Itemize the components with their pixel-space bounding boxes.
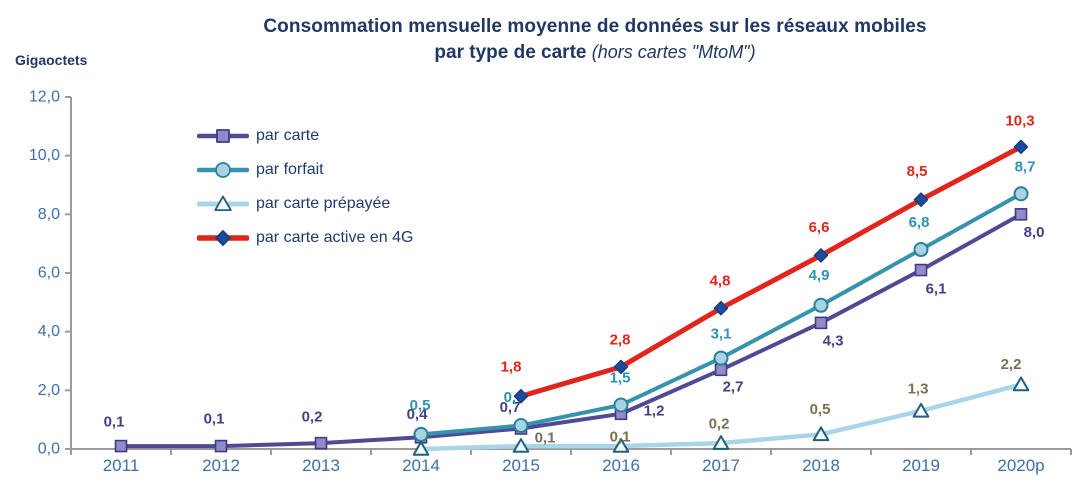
data-label: 1,2	[644, 402, 665, 419]
marker-square-icon	[214, 439, 228, 453]
data-label: 1,5	[610, 370, 631, 387]
data-label: 1,3	[908, 380, 929, 397]
legend-item-par-carte-active-en-4g: par carte active en 4G	[197, 221, 413, 255]
marker-triangle-icon	[712, 435, 730, 450]
legend-item-par-forfait: par forfait	[197, 153, 413, 187]
legend-label: par carte	[256, 127, 320, 144]
y-axis-unit-label: Gigaoctets	[15, 52, 88, 68]
marker-circle-icon	[413, 426, 429, 442]
legend-sample-diamond-icon	[197, 230, 249, 246]
data-label: 10,3	[1005, 112, 1034, 129]
marker-diamond-icon	[1013, 139, 1029, 155]
marker-circle-icon	[513, 418, 529, 434]
marker-square-icon	[814, 316, 828, 330]
data-label: 6,1	[926, 281, 947, 298]
title-block: Consommation mensuelle moyenne de donnée…	[110, 14, 1080, 65]
y-tick-label: 12,0	[29, 89, 60, 106]
marker-circle-icon	[1013, 186, 1029, 202]
y-tick-label: 8,0	[38, 206, 60, 223]
legend-sample-triangle-icon	[197, 195, 249, 212]
marker-diamond-icon	[613, 359, 629, 375]
data-label: 8,0	[1024, 224, 1045, 241]
x-tick-label: 2011	[103, 456, 140, 475]
x-tick-label: 2017	[702, 456, 740, 475]
data-label: 2,2	[1001, 356, 1022, 373]
marker-circle-icon	[613, 397, 629, 413]
y-tick-label: 0,0	[38, 441, 60, 458]
marker-triangle-icon	[412, 441, 430, 456]
data-label: 6,8	[909, 214, 930, 231]
data-label: 8,5	[907, 163, 928, 180]
marker-circle-icon	[713, 350, 729, 366]
marker-diamond-icon	[813, 248, 829, 263]
marker-triangle-icon	[912, 402, 930, 418]
data-label: 4,3	[823, 332, 844, 349]
data-label: 0,1	[204, 411, 225, 428]
marker-diamond-icon	[513, 388, 529, 404]
chart-subtitle-main: par type de carte	[434, 41, 587, 63]
legend-label: par carte prépayée	[256, 195, 391, 212]
x-tick-label: 2014	[402, 456, 440, 475]
marker-square-icon	[1014, 208, 1028, 221]
y-tick-label: 2,0	[38, 382, 60, 399]
x-tick-label: 2012	[202, 456, 240, 475]
chart-subtitle: par type de carte (hors cartes "MtoM")	[110, 40, 1080, 66]
x-tick-label: 2015	[502, 456, 540, 475]
legend-item-par-carte: par carte	[197, 119, 413, 153]
marker-triangle-icon	[812, 426, 830, 442]
legend-sample-square-icon	[197, 129, 249, 143]
y-tick-label: 6,0	[38, 265, 60, 282]
data-label: 0,1	[610, 429, 631, 446]
marker-triangle-icon	[612, 438, 630, 453]
data-label: 8,7	[1015, 158, 1036, 175]
marker-square-icon	[314, 436, 328, 450]
data-label: 2,8	[610, 331, 631, 348]
legend-item-par-carte-prepayee: par carte prépayée	[197, 187, 413, 221]
data-label: 4,8	[710, 273, 731, 290]
marker-triangle-icon	[1012, 376, 1030, 392]
y-tick-label: 10,0	[29, 147, 60, 164]
chart-subtitle-note: (hors cartes "MtoM")	[591, 41, 756, 62]
data-label: 3,1	[711, 326, 732, 343]
x-tick-label: 2018	[802, 456, 840, 475]
x-tick-label: 2013	[302, 456, 340, 475]
data-label: 0,5	[810, 401, 831, 418]
legend-sample-circle-icon	[197, 162, 249, 178]
data-label: 4,9	[809, 267, 830, 284]
x-tick-label: 2020p	[997, 456, 1044, 475]
data-label: 0,7	[500, 399, 521, 416]
data-label: 0,2	[302, 409, 323, 426]
data-label: 0,1	[104, 414, 125, 431]
marker-circle-icon	[913, 242, 929, 258]
data-label: 2,7	[723, 378, 744, 395]
data-label: 0,2	[709, 416, 730, 433]
x-tick-label: 2016	[602, 456, 640, 475]
marker-diamond-icon	[713, 300, 729, 316]
marker-circle-icon	[813, 297, 829, 313]
legend-label: par carte active en 4G	[256, 229, 414, 246]
chart-title: Consommation mensuelle moyenne de donnée…	[263, 16, 927, 37]
marker-square-icon	[914, 263, 928, 277]
data-label: 0,4	[407, 406, 429, 423]
series-line	[119, 212, 1023, 449]
data-label: 0,5	[410, 397, 431, 414]
marker-diamond-icon	[913, 192, 929, 207]
chart-legend: par carte par forfait par carte prépayée pa…	[197, 119, 413, 255]
series-line	[518, 144, 1024, 399]
legend-label: par forfait	[256, 161, 324, 178]
marker-triangle-icon	[512, 438, 530, 453]
x-tick-label: 2019	[902, 456, 940, 475]
data-label: 6,6	[809, 219, 830, 236]
marker-square-icon	[714, 363, 728, 377]
data-label: 1,8	[501, 359, 522, 376]
data-label: 0,1	[535, 430, 556, 447]
marker-square-icon	[114, 439, 128, 453]
y-tick-label: 4,0	[38, 323, 60, 340]
